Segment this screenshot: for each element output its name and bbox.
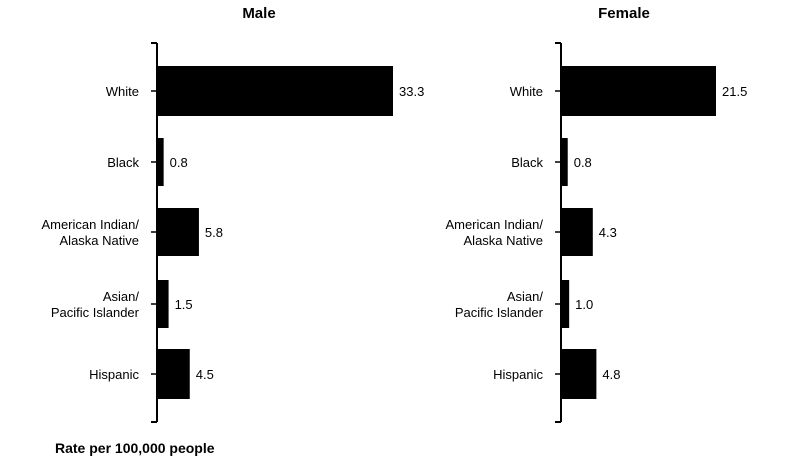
- bar: [562, 66, 716, 116]
- bar: [562, 208, 593, 256]
- category-label: Asian/Pacific Islander: [455, 289, 544, 320]
- data-label: 4.5: [196, 367, 214, 382]
- bar: [562, 138, 568, 186]
- category-label-line: White: [510, 84, 543, 99]
- category-label: White: [510, 84, 543, 99]
- panel-title: Male: [242, 5, 275, 22]
- category-label-line: Asian/: [507, 289, 544, 304]
- category-label: Black: [107, 155, 139, 170]
- category-label-line: Hispanic: [89, 367, 139, 382]
- data-label: 21.5: [722, 84, 747, 99]
- data-label: 4.3: [599, 225, 617, 240]
- bar: [158, 66, 393, 116]
- bar: [158, 138, 164, 186]
- bar: [562, 280, 570, 328]
- category-label-line: White: [106, 84, 139, 99]
- category-label: American Indian/Alaska Native: [445, 217, 543, 248]
- data-label: 33.3: [399, 84, 424, 99]
- bar: [158, 280, 169, 328]
- data-label: 5.8: [205, 225, 223, 240]
- category-label-line: Pacific Islander: [51, 305, 140, 320]
- data-label: 4.8: [602, 367, 620, 382]
- data-label: 1.5: [175, 297, 193, 312]
- category-label-line: Hispanic: [493, 367, 543, 382]
- category-label-line: American Indian/: [41, 217, 139, 232]
- category-label-line: Black: [511, 155, 543, 170]
- bar: [158, 208, 199, 256]
- data-label: 1.0: [575, 297, 593, 312]
- footnote: Rate per 100,000 people: [55, 440, 215, 456]
- category-label: Black: [511, 155, 543, 170]
- data-label: 0.8: [574, 155, 592, 170]
- category-label: White: [106, 84, 139, 99]
- data-label: 0.8: [170, 155, 188, 170]
- category-label: Asian/Pacific Islander: [51, 289, 140, 320]
- category-label-line: Asian/: [103, 289, 140, 304]
- category-label: Hispanic: [89, 367, 139, 382]
- category-label-line: Alaska Native: [464, 233, 543, 248]
- category-label-line: American Indian/: [445, 217, 543, 232]
- panel-title: Female: [598, 5, 650, 22]
- category-label: American Indian/Alaska Native: [41, 217, 139, 248]
- bar: [562, 349, 597, 399]
- category-label-line: Pacific Islander: [455, 305, 544, 320]
- bar: [158, 349, 190, 399]
- category-label-line: Black: [107, 155, 139, 170]
- category-label-line: Alaska Native: [60, 233, 139, 248]
- category-label: Hispanic: [493, 367, 543, 382]
